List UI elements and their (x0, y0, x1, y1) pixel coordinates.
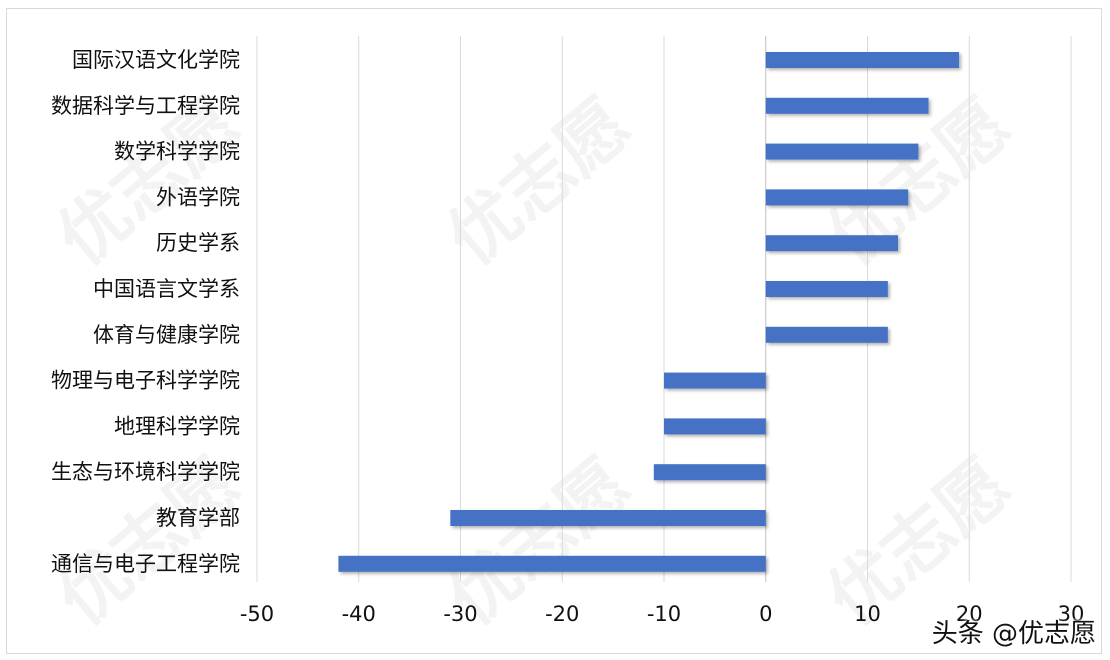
category-labels: 国际汉语文化学院数据科学与工程学院数学科学学院外语学院历史学系中国语言文学系体育… (51, 48, 240, 576)
bar (765, 326, 888, 343)
gridlines (256, 36, 1072, 582)
bar (765, 97, 929, 114)
chart-frame (6, 8, 1102, 654)
x-tick-label: 30 (1058, 602, 1085, 626)
category-label: 中国语言文学系 (93, 277, 240, 301)
x-tick-label: -40 (342, 602, 376, 626)
x-tick-label: 0 (759, 602, 772, 626)
category-label: 通信与电子工程学院 (51, 552, 240, 576)
x-tick-labels: -50 -40 -30 -20 -10 0 10 20 30 (240, 602, 1085, 626)
category-label: 国际汉语文化学院 (72, 48, 240, 72)
bar (765, 189, 909, 206)
bar (765, 235, 899, 252)
category-label: 历史学系 (156, 231, 240, 255)
bar (338, 555, 766, 572)
watermark-text: 优志愿 (432, 83, 646, 281)
bar (664, 418, 766, 435)
x-tick-label: 10 (854, 602, 881, 626)
bar (653, 464, 766, 481)
x-tick-label: -50 (240, 602, 274, 626)
x-tick-label: -20 (545, 602, 579, 626)
bar (664, 372, 766, 389)
category-label: 数据科学与工程学院 (51, 94, 240, 118)
category-label: 生态与环境科学学院 (51, 460, 240, 484)
watermark-text: 优志愿 (812, 443, 1026, 641)
bar (765, 52, 960, 68)
x-tick-label: -10 (647, 602, 681, 626)
category-label: 地理科学学院 (114, 414, 240, 438)
category-label: 外语学院 (156, 185, 240, 209)
category-label: 体育与健康学院 (93, 323, 240, 347)
bar (450, 510, 766, 526)
bars (338, 52, 960, 572)
bar (765, 281, 888, 297)
category-label: 教育学部 (156, 506, 240, 530)
credit-text: 头条 @优志愿 (931, 619, 1096, 649)
x-tick-label: -30 (443, 602, 477, 626)
bar (765, 143, 919, 160)
x-tick-label: 20 (956, 602, 983, 626)
category-label: 物理与电子科学学院 (51, 369, 240, 393)
category-label: 数学科学学院 (114, 140, 240, 164)
